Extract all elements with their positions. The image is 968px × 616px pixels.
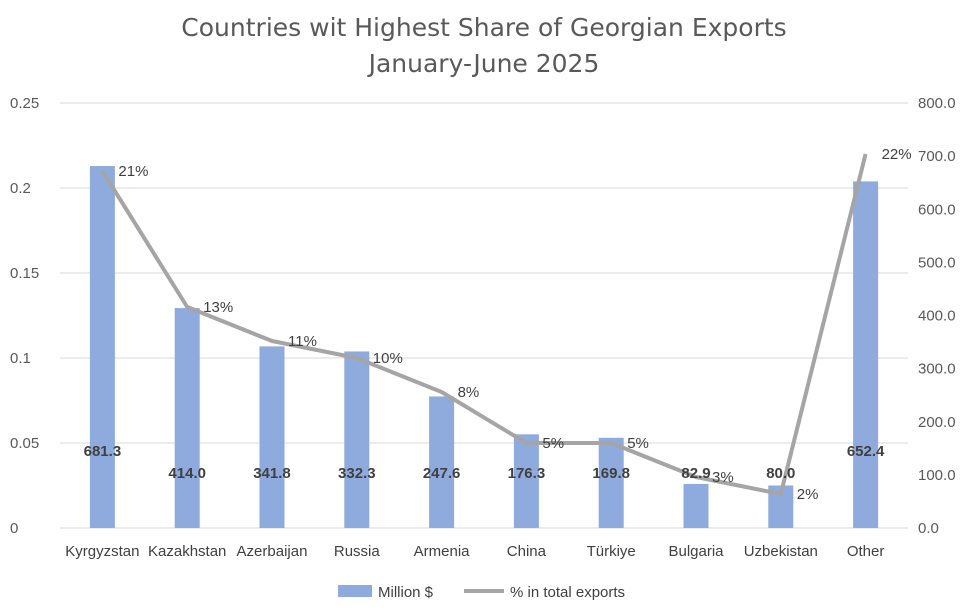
chart-title: Countries wit Highest Share of Georgian … [181,13,786,78]
share-label: 8% [458,384,480,401]
left-tick-label: 0.25 [10,95,39,112]
line-data-labels: 21% 13% 11% 10% 8% 5% 5% 3% 2% 22% [118,146,911,503]
bar-kazakhstan [174,308,200,528]
share-label: 10% [373,350,403,367]
category-label: Bulgaria [668,543,724,560]
bar-data-labels: 681.3 414.0 341.8 332.3 247.6 176.3 169.8 82.9 8… [84,443,885,482]
right-tick-label: 800.0 [918,95,956,112]
right-tick-label: 300.0 [918,361,956,378]
category-label: Other [847,543,885,560]
category-label: Türkiye [587,543,636,560]
chart-title-line-2: January-June 2025 [367,49,600,78]
share-label: 21% [118,163,148,180]
share-label: 13% [203,299,233,316]
bar-value-label: 681.3 [84,443,122,460]
legend-label-line: % in total exports [510,584,625,601]
right-tick-label: 700.0 [918,148,956,165]
share-label: 2% [797,486,819,503]
share-label: 11% [288,333,317,350]
bar-bulgaria [683,483,709,528]
right-tick-label: 200.0 [918,414,956,431]
right-tick-label: 400.0 [918,308,956,325]
share-label: 3% [712,469,734,486]
share-label: 5% [627,435,649,452]
right-axis-ticks: 0.0 100.0 200.0 300.0 400.0 500.0 600.0 700.0 80… [918,95,956,537]
gridlines [60,102,908,529]
category-axis-labels: Kyrgyzstan Kazakhstan Azerbaijan Russia Arme… [65,543,884,560]
bar-value-label: 169.8 [592,465,630,482]
bar-value-label: 176.3 [508,465,546,482]
left-axis-ticks: 0 0.05 0.1 0.15 0.2 0.25 [10,95,39,537]
left-tick-label: 0.2 [10,180,31,197]
category-label: Azerbaijan [237,543,308,560]
bar-value-label: 652.4 [847,443,885,460]
bar-russia [344,351,370,528]
share-label: 22% [882,146,912,163]
left-tick-label: 0.05 [10,435,39,452]
right-tick-label: 100.0 [918,467,956,484]
bar-value-label: 80.0 [766,465,795,482]
legend: Million $ % in total exports [338,584,625,601]
left-tick-label: 0.1 [10,350,31,367]
bar-value-label: 332.3 [338,465,376,482]
bar-value-label: 82.9 [681,465,710,482]
bar-value-label: 341.8 [253,465,291,482]
left-tick-label: 0 [10,520,18,537]
right-tick-label: 500.0 [918,254,956,271]
bar-other [853,181,879,528]
left-tick-label: 0.15 [10,265,39,282]
chart-title-line-1: Countries wit Highest Share of Georgian … [181,13,786,42]
bar-value-label: 247.6 [423,465,461,482]
right-tick-label: 0.0 [918,520,939,537]
category-label: Russia [334,543,381,560]
category-label: Uzbekistan [744,543,818,560]
category-label: Kyrgyzstan [65,543,139,560]
bar-value-label: 414.0 [168,465,206,482]
legend-swatch-bars [338,585,372,597]
bar-china [513,434,539,528]
right-tick-label: 600.0 [918,201,956,218]
bar-türkiye [598,437,624,528]
share-label: 5% [542,435,564,452]
line-series [100,153,868,496]
category-label: Kazakhstan [148,543,226,560]
share-line [100,153,868,496]
category-label: Armenia [414,543,471,560]
bar-azerbaijan [259,346,285,528]
category-label: China [507,543,547,560]
bar-armenia [429,396,455,528]
legend-label-bars: Million $ [378,584,434,601]
bar-series [89,166,879,528]
bar-kyrgyzstan [89,166,115,528]
